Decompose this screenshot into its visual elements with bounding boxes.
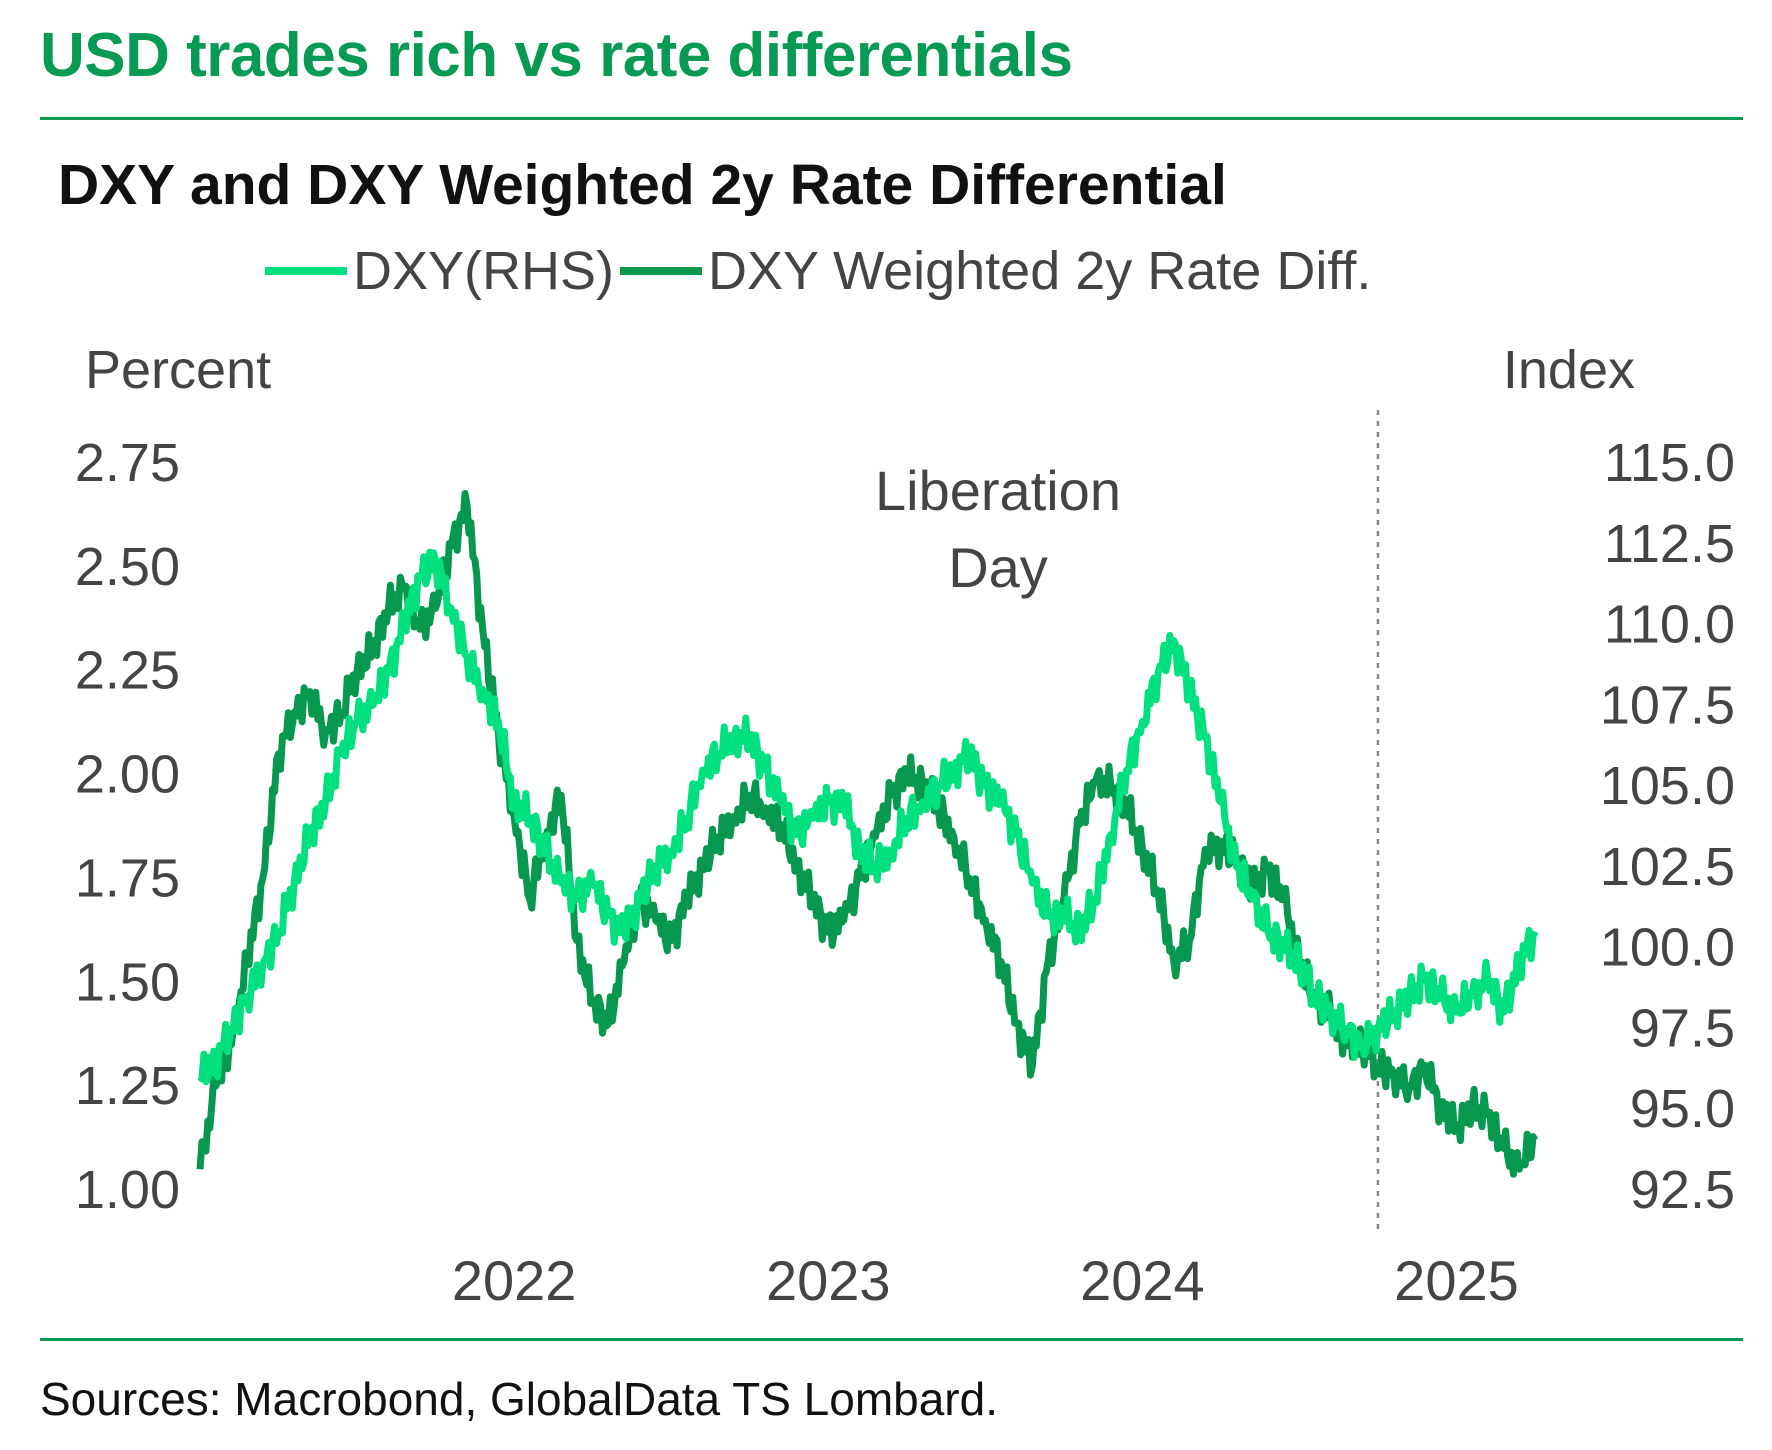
right-tick-label: 107.5	[1600, 675, 1735, 735]
right-tick-label: 105.0	[1600, 756, 1735, 816]
legend: DXY(RHS) DXY Weighted 2y Rate Diff.	[265, 240, 1377, 302]
annotation-label-line1: Liberation	[875, 459, 1121, 522]
legend-swatch-dxy	[265, 267, 347, 275]
right-tick-label: 100.0	[1600, 918, 1735, 978]
x-tick-label: 2024	[1080, 1249, 1205, 1312]
left-tick-label: 2.50	[75, 537, 180, 597]
right-tick-label: 112.5	[1604, 514, 1735, 574]
right-tick-label: 95.0	[1630, 1079, 1735, 1139]
series-line-rate-diff	[196, 490, 1539, 1178]
legend-item-rate-diff: DXY Weighted 2y Rate Diff.	[620, 240, 1371, 302]
left-tick-label: 1.75	[75, 848, 180, 908]
legend-swatch-rate-diff	[620, 267, 703, 275]
left-axis-ticks: 2.75 2.50 2.25 2.00 1.75 1.50 1.25 1.00	[75, 433, 180, 1220]
series-line-dxy	[197, 548, 1539, 1086]
left-axis-label: Percent	[85, 340, 271, 400]
right-tick-label: 110.0	[1604, 595, 1735, 655]
annotation-label-line2: Day	[948, 536, 1048, 599]
chart-title: DXY and DXY Weighted 2y Rate Differentia…	[58, 153, 1227, 217]
left-tick-label: 1.00	[75, 1160, 180, 1220]
x-tick-label: 2023	[766, 1249, 891, 1312]
legend-item-dxy: DXY(RHS)	[265, 240, 614, 302]
x-tick-label: 2022	[452, 1249, 577, 1312]
left-tick-label: 1.50	[75, 952, 180, 1012]
headline: USD trades rich vs rate differentials	[40, 21, 1073, 90]
right-tick-label: 102.5	[1600, 837, 1735, 897]
right-axis-label: Index	[1503, 340, 1635, 400]
right-tick-label: 115.0	[1604, 433, 1735, 493]
bottom-rule	[40, 1338, 1743, 1341]
right-tick-label: 92.5	[1630, 1160, 1735, 1220]
left-tick-label: 1.25	[75, 1056, 180, 1116]
right-tick-label: 97.5	[1630, 998, 1735, 1058]
left-tick-label: 2.75	[75, 433, 180, 493]
x-tick-label: 2025	[1394, 1249, 1519, 1312]
series-layer	[196, 490, 1539, 1178]
legend-label-dxy: DXY(RHS)	[353, 241, 615, 301]
legend-label-rate-diff: DXY Weighted 2y Rate Diff.	[708, 241, 1372, 301]
x-axis-ticks: 2022 2023 2024 2025	[452, 1249, 1519, 1312]
source-note: Sources: Macrobond, GlobalData TS Lombar…	[40, 1373, 998, 1425]
left-tick-label: 2.25	[75, 641, 180, 701]
left-tick-label: 2.00	[75, 745, 180, 805]
right-axis-ticks: 115.0 112.5 110.0 107.5 105.0 102.5 100.0 97.5 9…	[1600, 433, 1735, 1220]
top-rule	[40, 117, 1743, 120]
